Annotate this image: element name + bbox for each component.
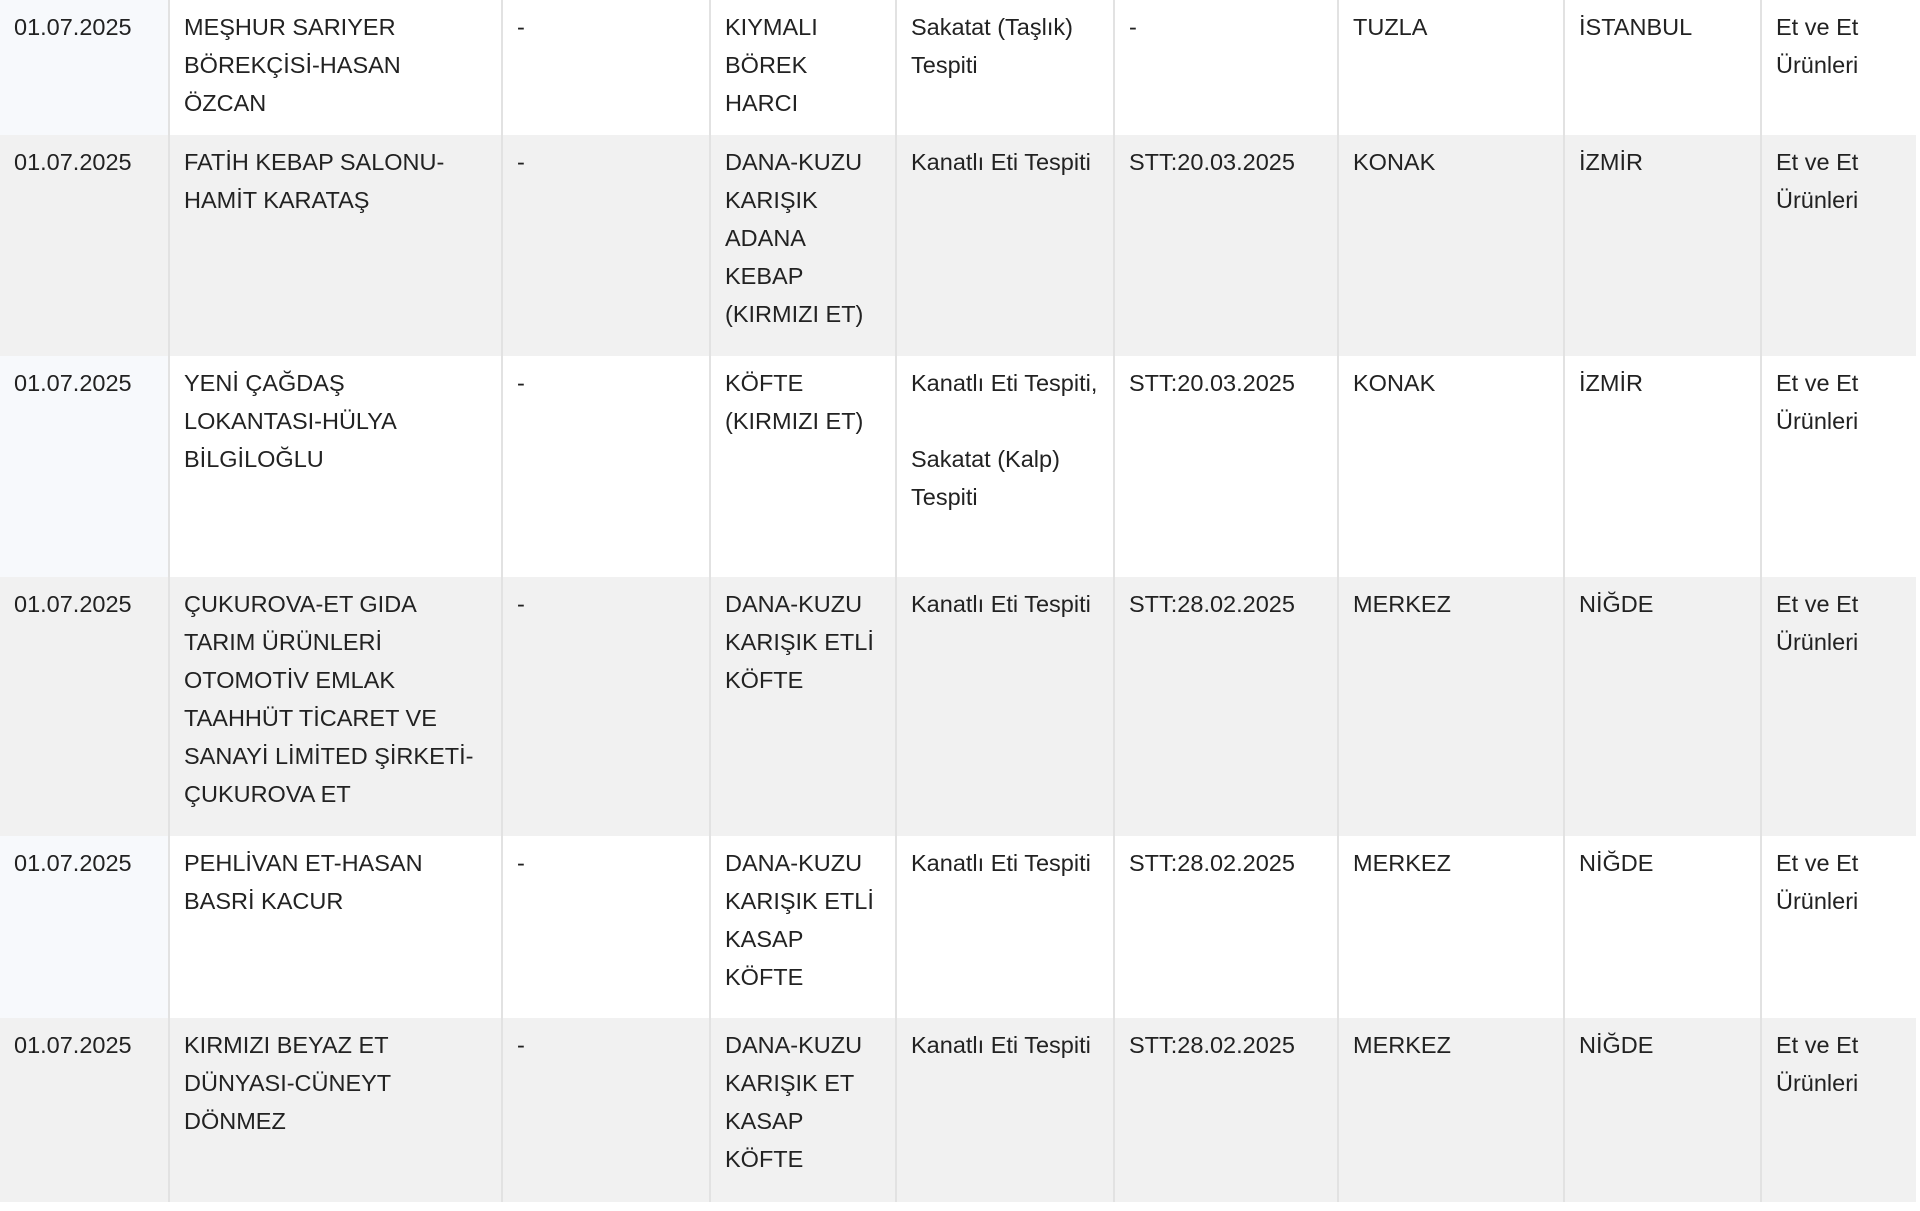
brand-cell: -	[502, 135, 711, 356]
date-cell: 01.07.2025	[0, 1018, 170, 1202]
product-cell: KIYMALI BÖREK HARCI	[710, 0, 897, 135]
product-group-cell: Et ve Et Ürünleri	[1761, 1018, 1916, 1202]
firm-cell: PEHLİVAN ET-HASAN BASRİ KACUR	[169, 836, 503, 1018]
province-cell: NİĞDE	[1564, 836, 1762, 1018]
product-cell: DANA-KUZU KARIŞIK ADANA KEBAP (KIRMIZI E…	[710, 135, 897, 356]
violation-cell: Kanatlı Eti Tespiti	[896, 577, 1115, 836]
product-cell: KÖFTE (KIRMIZI ET)	[710, 356, 897, 577]
table-row: 01.07.2025 KIRMIZI BEYAZ ET DÜNYASI-CÜNEY…	[0, 1018, 1916, 1202]
brand-cell: -	[502, 0, 711, 135]
date-cell: 01.07.2025	[0, 836, 170, 1018]
firm-cell: KIRMIZI BEYAZ ET DÜNYASI-CÜNEYT DÖNMEZ	[169, 1018, 503, 1202]
firm-cell: MEŞHUR SARIYER BÖREKÇİSİ-HASAN ÖZCAN	[169, 0, 503, 135]
violation-cell: Kanatlı Eti Tespiti, Sakatat (Kalp) Tespi…	[896, 356, 1115, 577]
product-group-cell: Et ve Et Ürünleri	[1761, 0, 1916, 135]
violation-text: Kanatlı Eti Tespiti	[911, 850, 1091, 876]
batch-cell: STT:20.03.2025	[1114, 356, 1339, 577]
firm-cell: ÇUKUROVA-ET GIDA TARIM ÜRÜNLERİ OTOMOTİV…	[169, 577, 503, 836]
date-cell: 01.07.2025	[0, 0, 170, 135]
batch-cell: STT:28.02.2025	[1114, 836, 1339, 1018]
violation-text: Sakatat (Kalp) Tespiti	[911, 446, 1060, 510]
province-cell: İZMİR	[1564, 135, 1762, 356]
date-cell: 01.07.2025	[0, 356, 170, 577]
table-row: 01.07.2025 YENİ ÇAĞDAŞ LOKANTASI-HÜLYA Bİ…	[0, 356, 1916, 577]
district-cell: MERKEZ	[1338, 577, 1565, 836]
province-cell: İZMİR	[1564, 356, 1762, 577]
brand-cell: -	[502, 836, 711, 1018]
violation-text: Kanatlı Eti Tespiti	[911, 591, 1091, 617]
batch-cell: STT:20.03.2025	[1114, 135, 1339, 356]
province-cell: NİĞDE	[1564, 1018, 1762, 1202]
violation-cell: Kanatlı Eti Tespiti	[896, 1018, 1115, 1202]
violation-cell: Kanatlı Eti Tespiti	[896, 836, 1115, 1018]
date-cell: 01.07.2025	[0, 135, 170, 356]
date-cell: 01.07.2025	[0, 577, 170, 836]
district-cell: MERKEZ	[1338, 836, 1565, 1018]
table-row: 01.07.2025 MEŞHUR SARIYER BÖREKÇİSİ-HASAN…	[0, 0, 1916, 135]
batch-cell: -	[1114, 0, 1339, 135]
batch-cell: STT:28.02.2025	[1114, 577, 1339, 836]
violation-text: Sakatat (Taşlık) Tespiti	[911, 14, 1073, 78]
batch-cell: STT:28.02.2025	[1114, 1018, 1339, 1202]
violation-text: Kanatlı Eti Tespiti,	[911, 370, 1098, 396]
district-cell: KONAK	[1338, 135, 1565, 356]
product-group-cell: Et ve Et Ürünleri	[1761, 577, 1916, 836]
district-cell: KONAK	[1338, 356, 1565, 577]
product-group-cell: Et ve Et Ürünleri	[1761, 356, 1916, 577]
violation-cell: Kanatlı Eti Tespiti	[896, 135, 1115, 356]
product-cell: DANA-KUZU KARIŞIK ETLİ KÖFTE	[710, 577, 897, 836]
brand-cell: -	[502, 1018, 711, 1202]
table-row: 01.07.2025 FATİH KEBAP SALONU-HAMİT KARAT…	[0, 135, 1916, 356]
product-group-cell: Et ve Et Ürünleri	[1761, 135, 1916, 356]
district-cell: TUZLA	[1338, 0, 1565, 135]
product-group-cell: Et ve Et Ürünleri	[1761, 836, 1916, 1018]
province-cell: İSTANBUL	[1564, 0, 1762, 135]
firm-cell: FATİH KEBAP SALONU-HAMİT KARATAŞ	[169, 135, 503, 356]
table-row: 01.07.2025 PEHLİVAN ET-HASAN BASRİ KACUR -…	[0, 836, 1916, 1018]
province-cell: NİĞDE	[1564, 577, 1762, 836]
table-row: 01.07.2025 ÇUKUROVA-ET GIDA TARIM ÜRÜNLER…	[0, 577, 1916, 836]
district-cell: MERKEZ	[1338, 1018, 1565, 1202]
brand-cell: -	[502, 577, 711, 836]
product-cell: DANA-KUZU KARIŞIK ETLİ KASAP KÖFTE	[710, 836, 897, 1018]
firm-cell: YENİ ÇAĞDAŞ LOKANTASI-HÜLYA BİLGİLOĞLU	[169, 356, 503, 577]
violation-text: Kanatlı Eti Tespiti	[911, 1032, 1091, 1058]
brand-cell: -	[502, 356, 711, 577]
violation-cell: Sakatat (Taşlık) Tespiti	[896, 0, 1115, 135]
violation-text: Kanatlı Eti Tespiti	[911, 149, 1091, 175]
product-cell: DANA-KUZU KARIŞIK ET KASAP KÖFTE	[710, 1018, 897, 1202]
